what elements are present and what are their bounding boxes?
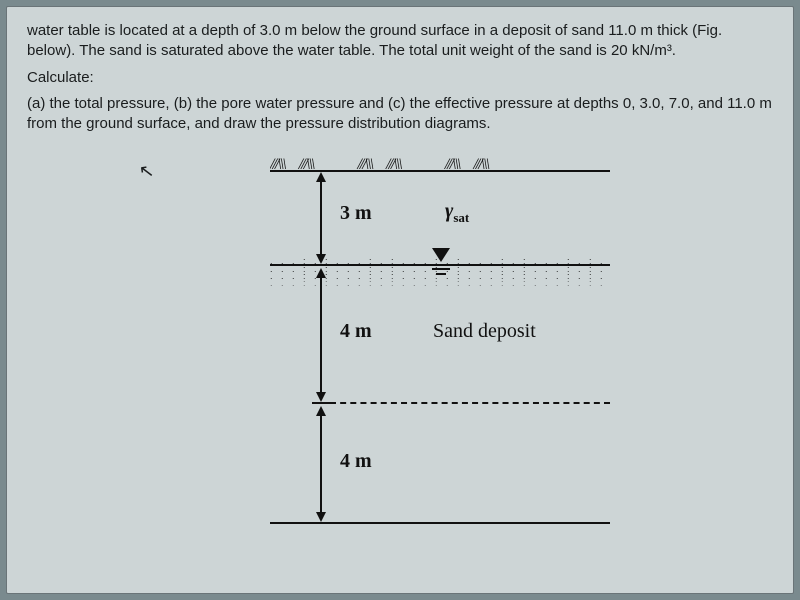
cursor-arrow-icon: ↖ [138, 160, 156, 183]
dim1-label: 3 m [340, 202, 372, 225]
intermediate-dashed-line [330, 402, 610, 404]
gamma-sat-label: γsat [445, 200, 469, 226]
gamma-subscript: sat [453, 210, 469, 225]
water-table-marker-icon [432, 248, 450, 262]
dim2-arrow-down-icon [316, 392, 326, 402]
dim2-label: 4 m [340, 320, 372, 343]
dim3-arrow-down-icon [316, 512, 326, 522]
dim2-stem [320, 276, 322, 392]
problem-line-2: Calculate: [27, 68, 773, 88]
bottom-stratum-line [270, 522, 610, 524]
dim1-stem [320, 180, 322, 256]
dim-tick-2 [312, 402, 330, 404]
ground-surface-hatch: ///\\\ ///\\\ ///\\\ ///\\\ ///\\\ ///\\… [270, 156, 610, 170]
sand-deposit-label: Sand deposit [433, 320, 536, 343]
problem-line-3: (a) the total pressure, (b) the pore wat… [27, 94, 773, 135]
dim-tick-1 [312, 264, 330, 266]
problem-line-1: water table is located at a depth of 3.0… [27, 21, 773, 62]
problem-text-block: water table is located at a depth of 3.0… [27, 21, 773, 134]
dim3-stem [320, 414, 322, 512]
dim1-arrow-down-icon [316, 254, 326, 264]
dim3-label: 4 m [340, 450, 372, 473]
water-table-under-line-2 [436, 273, 446, 275]
water-table-under-line-1 [432, 268, 450, 270]
problem-sheet: water table is located at a depth of 3.0… [6, 6, 794, 594]
soil-profile-figure: ///\\\ ///\\\ ///\\\ ///\\\ ///\\\ ///\\… [170, 152, 630, 542]
